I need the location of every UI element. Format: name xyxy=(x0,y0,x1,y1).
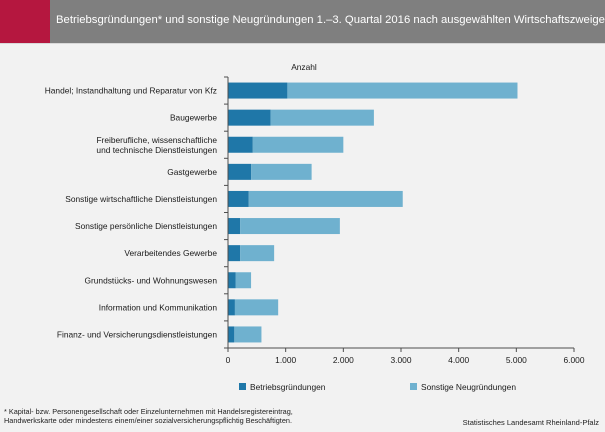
category-label: Information und Kommunikation xyxy=(99,302,218,312)
bar-sonstige-neugruendungen xyxy=(287,82,518,99)
footnote-line-2: Handwerkskarte oder mindestens einem/ein… xyxy=(4,416,292,425)
chart-title: Betriebsgründungen* und sonstige Neugrün… xyxy=(56,14,605,26)
category-label: Sonstige wirtschaftliche Dienstleistunge… xyxy=(65,194,217,204)
footnote: * Kapital- bzw. Personengesellschaft ode… xyxy=(4,407,293,425)
footnote-line-1: * Kapital- bzw. Personengesellschaft ode… xyxy=(4,407,293,416)
x-tick-label: 6.000 xyxy=(564,355,585,365)
category-label: Freiberufliche, wissenschaftliche xyxy=(96,135,217,145)
category-label: Sonstige persönliche Dienstleistungen xyxy=(75,221,217,231)
bar-sonstige-neugruendungen xyxy=(234,326,262,343)
category-label: Baugewerbe xyxy=(170,113,217,123)
header-divider xyxy=(0,43,605,44)
legend-betriebsgruendungen-swatch xyxy=(239,383,246,390)
category-label: Handel; Instandhaltung und Reparatur von… xyxy=(45,86,217,96)
bar-sonstige-neugruendungen xyxy=(270,109,374,126)
category-label: und technische Dienstleistungen xyxy=(96,145,217,155)
legend-sonstige-neugruendungen-label: Sonstige Neugründungen xyxy=(421,382,516,392)
header: Betriebsgründungen* und sonstige Neugrün… xyxy=(0,0,605,43)
header-bar xyxy=(50,0,605,43)
bar-sonstige-neugruendungen xyxy=(248,190,403,207)
bar-betriebsgruendungen xyxy=(228,82,288,99)
bar-betriebsgruendungen xyxy=(228,218,241,235)
legend-sonstige-neugruendungen-swatch xyxy=(410,383,417,390)
bar-betriebsgruendungen xyxy=(228,190,249,207)
header-accent xyxy=(0,0,50,43)
legend-betriebsgruendungen-label: Betriebsgründungen xyxy=(250,382,326,392)
axis-title: Anzahl xyxy=(291,62,317,72)
bar-betriebsgruendungen xyxy=(228,136,253,153)
category-label: Grundstücks- und Wohnungswesen xyxy=(84,275,217,285)
bar-betriebsgruendungen xyxy=(228,109,271,126)
bar-betriebsgruendungen xyxy=(228,163,252,180)
x-tick-label: 2.000 xyxy=(333,355,354,365)
category-label: Gastgewerbe xyxy=(167,167,217,177)
x-tick-label: 0 xyxy=(226,355,231,365)
x-tick-label: 4.000 xyxy=(448,355,469,365)
bar-sonstige-neugruendungen xyxy=(240,245,275,262)
category-label: Finanz- und Versicherungsdienstleistunge… xyxy=(57,329,217,339)
x-tick-label: 5.000 xyxy=(506,355,527,365)
x-tick-label: 1.000 xyxy=(275,355,296,365)
bar-sonstige-neugruendungen xyxy=(251,163,312,180)
bar-sonstige-neugruendungen xyxy=(234,299,279,316)
bar-sonstige-neugruendungen xyxy=(240,218,340,235)
bar-betriebsgruendungen xyxy=(228,272,236,289)
bar-betriebsgruendungen xyxy=(228,299,235,316)
bar-sonstige-neugruendungen xyxy=(252,136,344,153)
bar-sonstige-neugruendungen xyxy=(235,272,252,289)
bar-betriebsgruendungen xyxy=(228,326,235,343)
bar-betriebsgruendungen xyxy=(228,245,241,262)
x-tick-label: 3.000 xyxy=(391,355,412,365)
source-label: Statistisches Landesamt Rheinland-Pfalz xyxy=(462,418,599,427)
category-label: Verarbeitendes Gewerbe xyxy=(124,248,217,258)
